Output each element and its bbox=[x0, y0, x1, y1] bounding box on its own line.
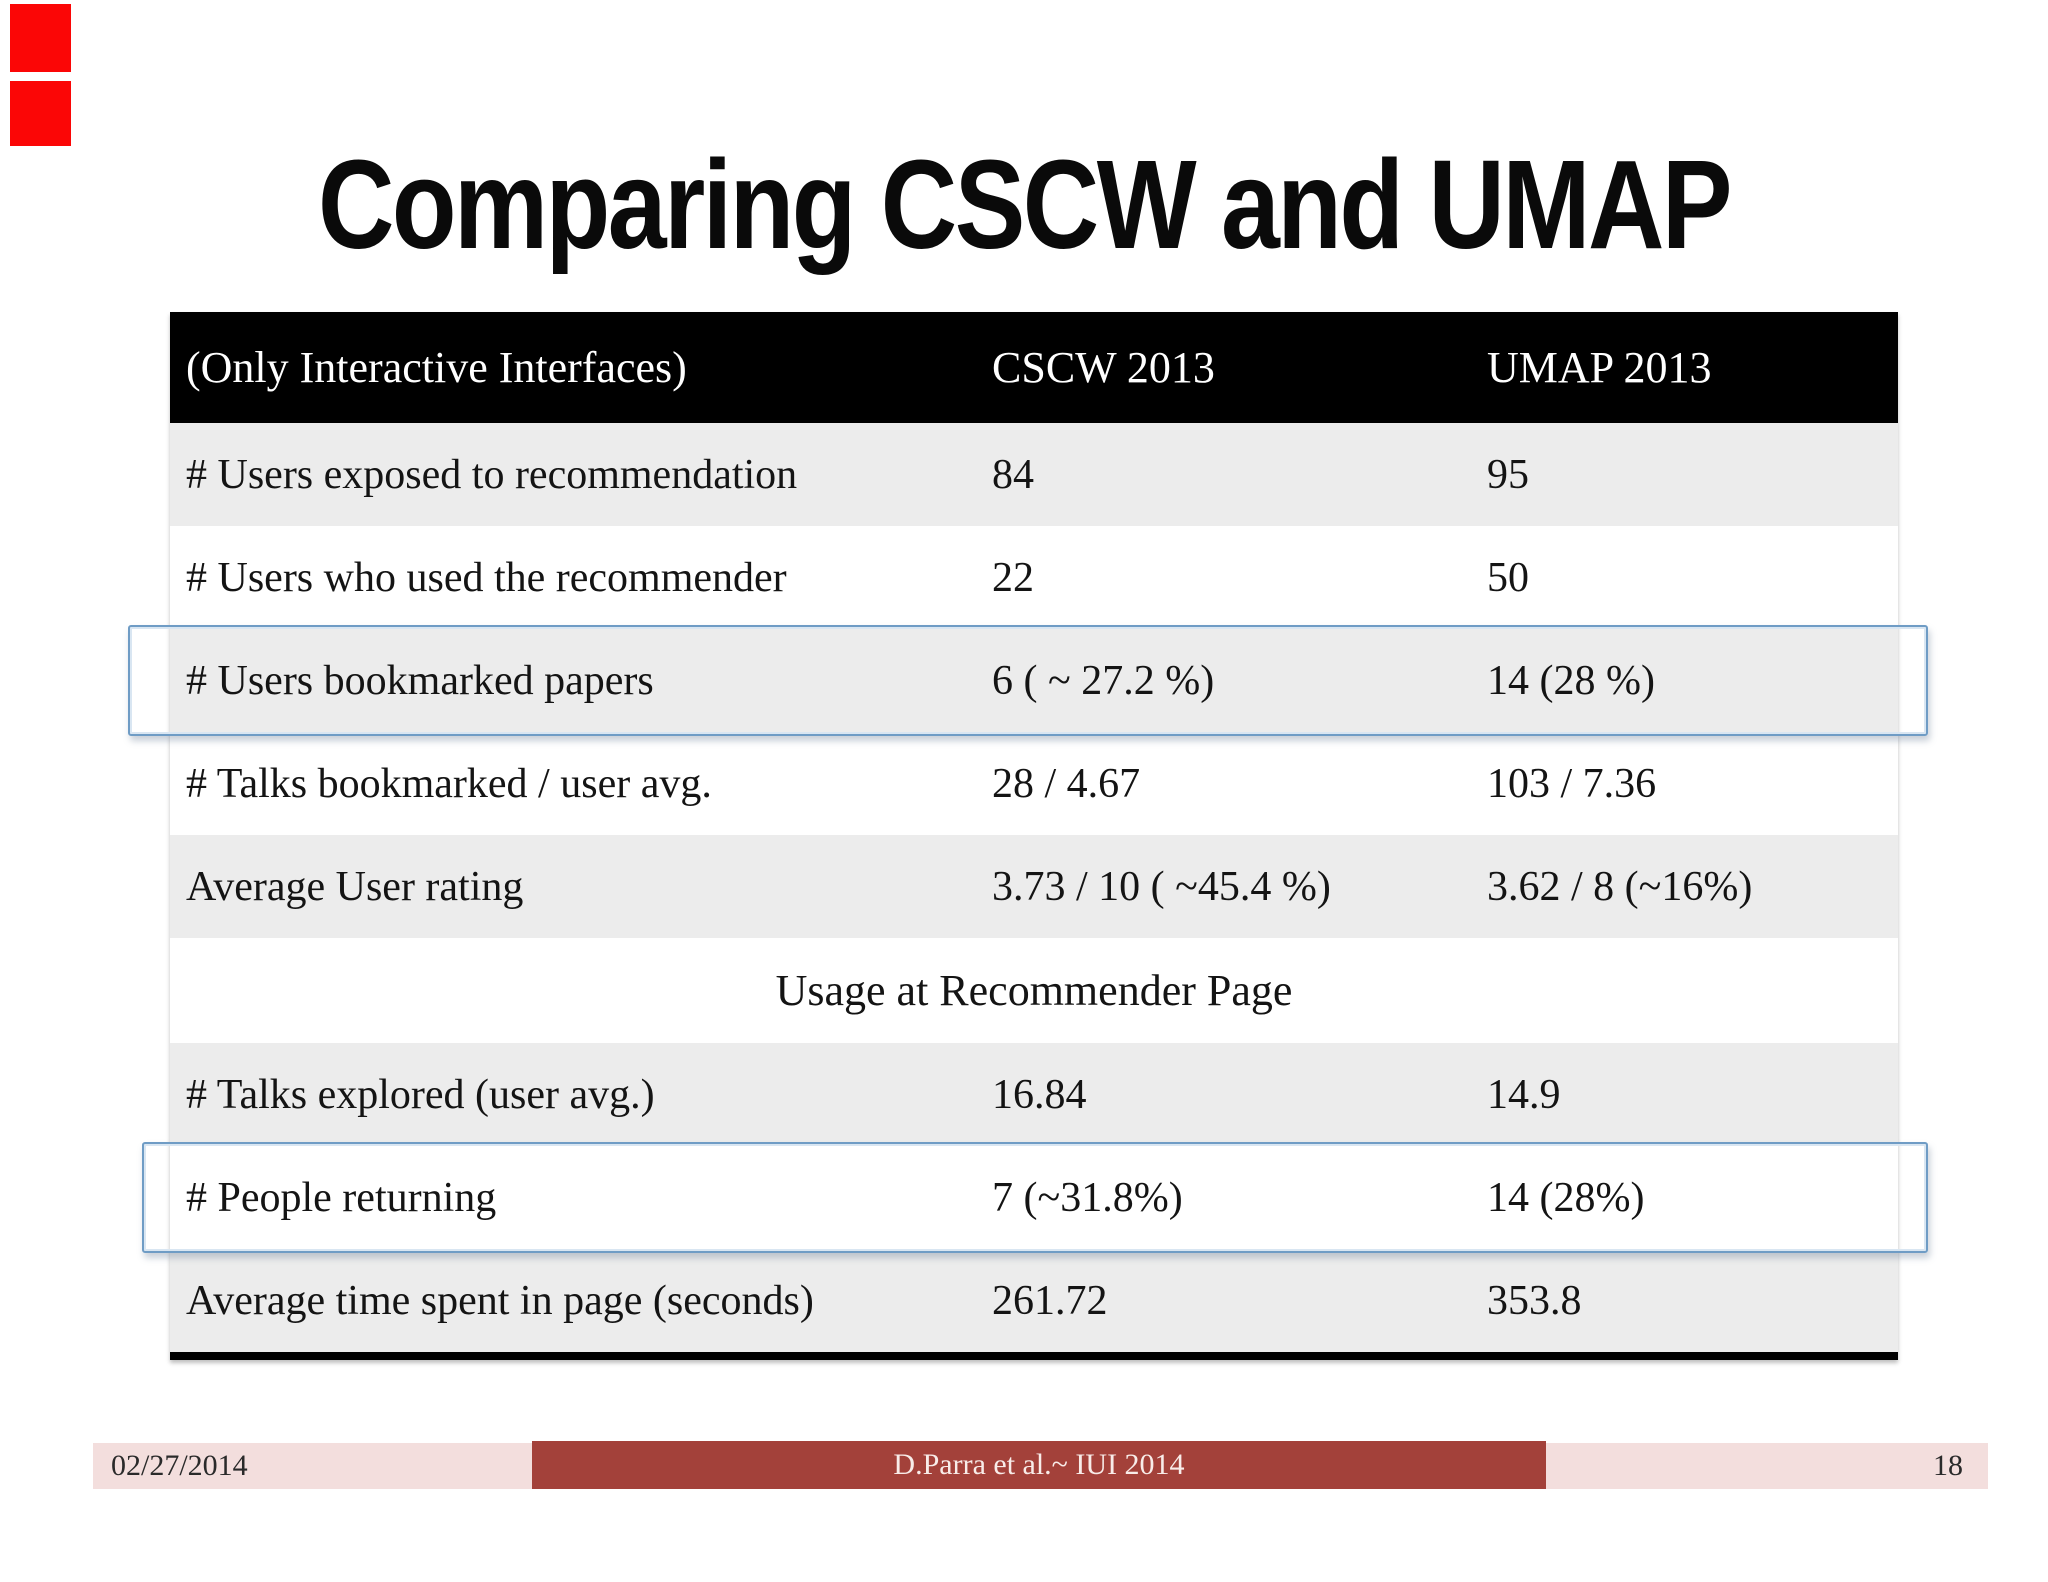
comparison-table: (Only Interactive Interfaces) CSCW 2013 … bbox=[170, 312, 1898, 1360]
table-row: Average time spent in page (seconds) 261.… bbox=[170, 1249, 1898, 1352]
table-header-row: (Only Interactive Interfaces) CSCW 2013 … bbox=[170, 312, 1898, 423]
slide-title: Comparing CSCW and UMAP bbox=[317, 134, 1733, 275]
table-header-label: (Only Interactive Interfaces) bbox=[186, 343, 687, 392]
row-label: # Users who used the recommender bbox=[186, 554, 787, 601]
cell-cscw: 7 (~31.8%) bbox=[992, 1174, 1183, 1221]
cell-cscw: 261.72 bbox=[992, 1277, 1108, 1324]
cell-umap: 353.8 bbox=[1487, 1277, 1582, 1324]
table-row: # Talks bookmarked / user avg. 28 / 4.67 1… bbox=[170, 732, 1898, 835]
footer-date: 02/27/2014 bbox=[111, 1449, 248, 1482]
footer-credit-text: D.Parra et al.~ IUI 2014 bbox=[893, 1448, 1185, 1481]
cell-cscw: 3.73 / 10 ( ~45.4 %) bbox=[992, 863, 1331, 910]
cell-cscw: 28 / 4.67 bbox=[992, 760, 1141, 807]
cell-umap: 14 (28 %) bbox=[1487, 657, 1655, 704]
row-label: # Users bookmarked papers bbox=[186, 657, 654, 704]
cell-umap: 3.62 / 8 (~16%) bbox=[1487, 863, 1753, 910]
table-row: Average User rating 3.73 / 10 ( ~45.4 %) 3… bbox=[170, 835, 1898, 938]
red-corner-bar-bottom bbox=[10, 81, 71, 146]
footer-credit-box: D.Parra et al.~ IUI 2014 bbox=[532, 1441, 1546, 1489]
table-row: # Users exposed to recommendation 84 95 bbox=[170, 423, 1898, 526]
cell-umap: 14 (28%) bbox=[1487, 1174, 1645, 1221]
table-row: # Users who used the recommender 22 50 bbox=[170, 526, 1898, 629]
cell-umap: 103 / 7.36 bbox=[1487, 760, 1657, 807]
table-body: # Users exposed to recommendation 84 95 # U… bbox=[170, 423, 1898, 1352]
cell-cscw: 6 ( ~ 27.2 %) bbox=[992, 657, 1215, 704]
row-label: # Talks explored (user avg.) bbox=[186, 1071, 655, 1118]
table-header-umap-2013: UMAP 2013 bbox=[1487, 343, 1712, 392]
cell-umap: 95 bbox=[1487, 451, 1529, 498]
cell-cscw: 22 bbox=[992, 554, 1034, 601]
row-label: # Talks bookmarked / user avg. bbox=[186, 760, 712, 807]
footer-page-number: 18 bbox=[1933, 1449, 1963, 1482]
table-row: # Talks explored (user avg.) 16.84 14.9 bbox=[170, 1043, 1898, 1146]
row-label: # Users exposed to recommendation bbox=[186, 451, 798, 498]
cell-cscw: 16.84 bbox=[992, 1071, 1087, 1118]
cell-cscw: 84 bbox=[992, 451, 1034, 498]
row-label: Average time spent in page (seconds) bbox=[186, 1277, 814, 1324]
highlight-box-people-returning bbox=[142, 1142, 1928, 1253]
table-row: # Users bookmarked papers 6 ( ~ 27.2 %) 14… bbox=[170, 629, 1898, 732]
row-label: # People returning bbox=[186, 1174, 497, 1221]
red-corner-bar-top bbox=[10, 4, 71, 72]
table-row: # People returning 7 (~31.8%) 14 (28%) bbox=[170, 1146, 1898, 1249]
cell-umap: 50 bbox=[1487, 554, 1529, 601]
row-label: Average User rating bbox=[186, 863, 524, 910]
cell-umap: 14.9 bbox=[1487, 1071, 1561, 1118]
table-section-divider: Usage at Recommender Page bbox=[170, 938, 1898, 1043]
table-header-cscw-2013: CSCW 2013 bbox=[992, 343, 1215, 392]
highlight-box-users-bookmarked bbox=[128, 625, 1928, 736]
